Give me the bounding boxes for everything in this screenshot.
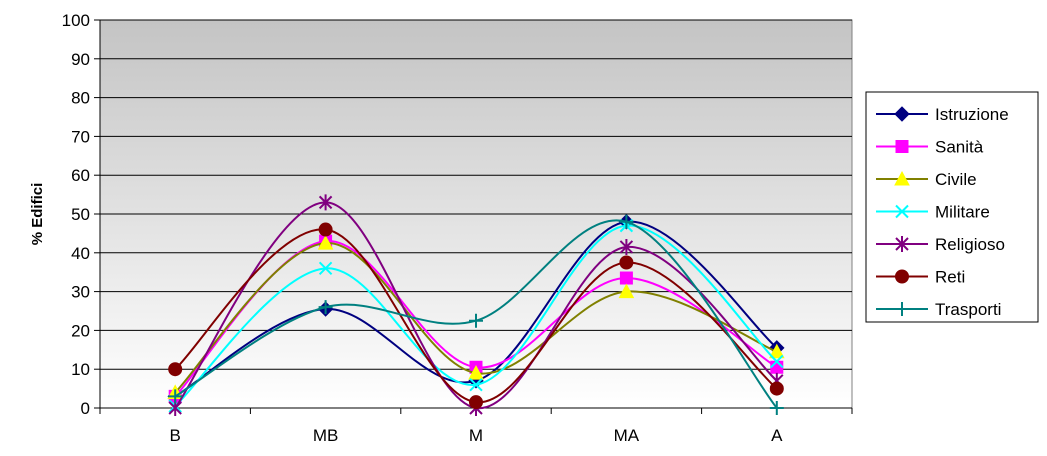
data-point [469, 313, 483, 328]
data-point [619, 214, 634, 229]
legend-label: Sanità [935, 138, 984, 157]
legend-entry: Religioso [876, 235, 1005, 254]
legend-marker [895, 269, 909, 284]
x-tick-label: B [170, 426, 181, 445]
data-point [469, 378, 483, 392]
data-point [619, 238, 634, 255]
legend-marker [894, 170, 910, 186]
y-tick-label: 50 [71, 205, 90, 224]
legend-marker [894, 106, 910, 122]
x-tick-label: MB [313, 426, 339, 445]
legend-label: Reti [935, 268, 965, 287]
legend-label: Civile [935, 170, 977, 189]
series-reti [168, 222, 784, 410]
data-point [318, 222, 333, 237]
data-point [317, 235, 334, 250]
y-tick-label: 70 [71, 127, 90, 146]
legend-entry: Civile [876, 170, 977, 189]
data-point [769, 381, 784, 396]
legend-entry: Trasporti [876, 300, 1001, 319]
series-line [174, 242, 778, 394]
data-point [770, 354, 784, 369]
data-point [168, 389, 183, 404]
data-point [468, 365, 484, 380]
x-tick-label: A [771, 426, 783, 445]
data-point [318, 300, 333, 315]
legend-entry: Reti [876, 268, 965, 287]
y-tick-label: 100 [62, 11, 90, 30]
y-tick-label: 40 [71, 244, 90, 263]
y-tick-label: 10 [71, 360, 90, 379]
y-axis-label: % Edifici [29, 183, 46, 246]
data-point [469, 395, 483, 410]
legend-label: Religioso [935, 235, 1005, 254]
legend-marker [895, 204, 909, 219]
legend-box [865, 91, 1039, 323]
data-point [619, 255, 634, 270]
legend-label: Trasporti [935, 300, 1001, 319]
y-tick-label: 80 [71, 89, 90, 108]
legend-entry: Militare [876, 203, 990, 222]
series-trasporti [168, 214, 784, 415]
legend-marker [895, 236, 909, 252]
data-point [618, 283, 635, 299]
legend-entry: Istruzione [876, 105, 1009, 124]
y-tick-label: 0 [81, 399, 90, 418]
x-tick-label: M [469, 426, 483, 445]
x-tick-label: MA [614, 426, 640, 445]
legend-marker [895, 302, 909, 316]
data-point [318, 194, 333, 211]
legend-label: Istruzione [935, 105, 1009, 124]
legend-marker [895, 140, 909, 153]
y-tick-label: 20 [71, 321, 90, 340]
data-point [770, 360, 784, 374]
data-point [168, 362, 183, 377]
data-point [768, 343, 785, 359]
y-tick-label: 30 [71, 283, 90, 302]
y-tick-label: 60 [71, 166, 90, 185]
legend-label: Militare [935, 203, 990, 222]
series-line [174, 219, 778, 409]
data-point [318, 261, 333, 276]
y-tick-label: 90 [71, 50, 90, 69]
data-point [769, 401, 784, 415]
data-point [619, 271, 633, 285]
legend-entry: Sanità [876, 138, 984, 157]
